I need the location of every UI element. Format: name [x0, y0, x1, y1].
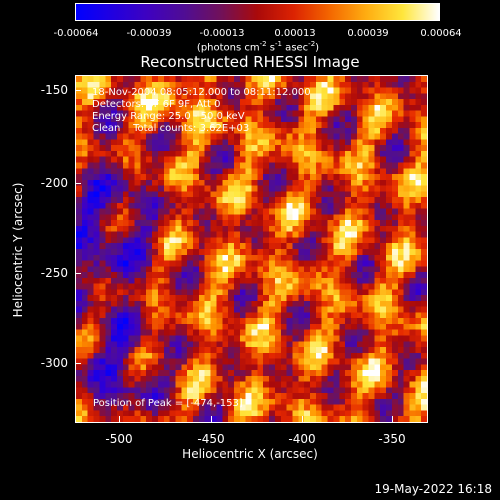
peak-position: Position of Peak = [-474,-153]	[93, 398, 243, 409]
info-detectors: Detectors: 3F 6F 9F, Att 0	[92, 99, 221, 110]
y-axis-label: Heliocentric Y (arcsec)	[11, 182, 25, 318]
y-tick-mark	[75, 363, 81, 364]
y-tick-label: -200	[40, 176, 68, 190]
colorbar-tick: 0.00064	[420, 28, 462, 39]
heatmap-image	[76, 76, 427, 422]
colorbar-tick: -0.00039	[126, 28, 172, 39]
colorbar-tick: 0.00039	[347, 28, 389, 39]
info-clean-counts: Clean Total counts: 3.62E+03	[92, 123, 250, 134]
colorbar-tick: -0.00064	[53, 28, 99, 39]
x-tick-mark	[211, 416, 212, 422]
image-title: Reconstructed RHESSI Image	[140, 53, 360, 71]
x-tick-mark	[392, 416, 393, 422]
x-tick-label: -400	[288, 432, 316, 446]
x-tick-mark	[302, 416, 303, 422]
timestamp: 19-May-2022 16:18	[374, 482, 492, 496]
colorbar-tick: 0.00013	[274, 28, 316, 39]
y-tick-mark	[75, 273, 81, 274]
colorbar-tick: -0.00013	[199, 28, 245, 39]
x-tick-label: -450	[197, 432, 225, 446]
y-tick-label: -250	[40, 266, 68, 280]
x-tick-label: -350	[378, 432, 406, 446]
info-time-range: 18-Nov-2004 08:05:12.000 to 08:11:12.000	[92, 87, 311, 98]
y-tick-label: -150	[40, 83, 68, 97]
heatmap-plot: 18-Nov-2004 08:05:12.000 to 08:11:12.000…	[75, 75, 428, 423]
x-tick-mark	[119, 416, 120, 422]
x-axis-label: Heliocentric X (arcsec)	[182, 447, 318, 461]
colorbar-unit: (photons cm-2 s-1 asec-2)	[196, 40, 320, 54]
y-tick-label: -300	[40, 356, 68, 370]
info-energy-range: Energy Range: 25.0 - 50.0 keV	[92, 111, 245, 122]
y-tick-mark	[75, 183, 81, 184]
colorbar	[75, 3, 440, 21]
y-tick-mark	[75, 90, 81, 91]
x-tick-label: -500	[105, 432, 133, 446]
